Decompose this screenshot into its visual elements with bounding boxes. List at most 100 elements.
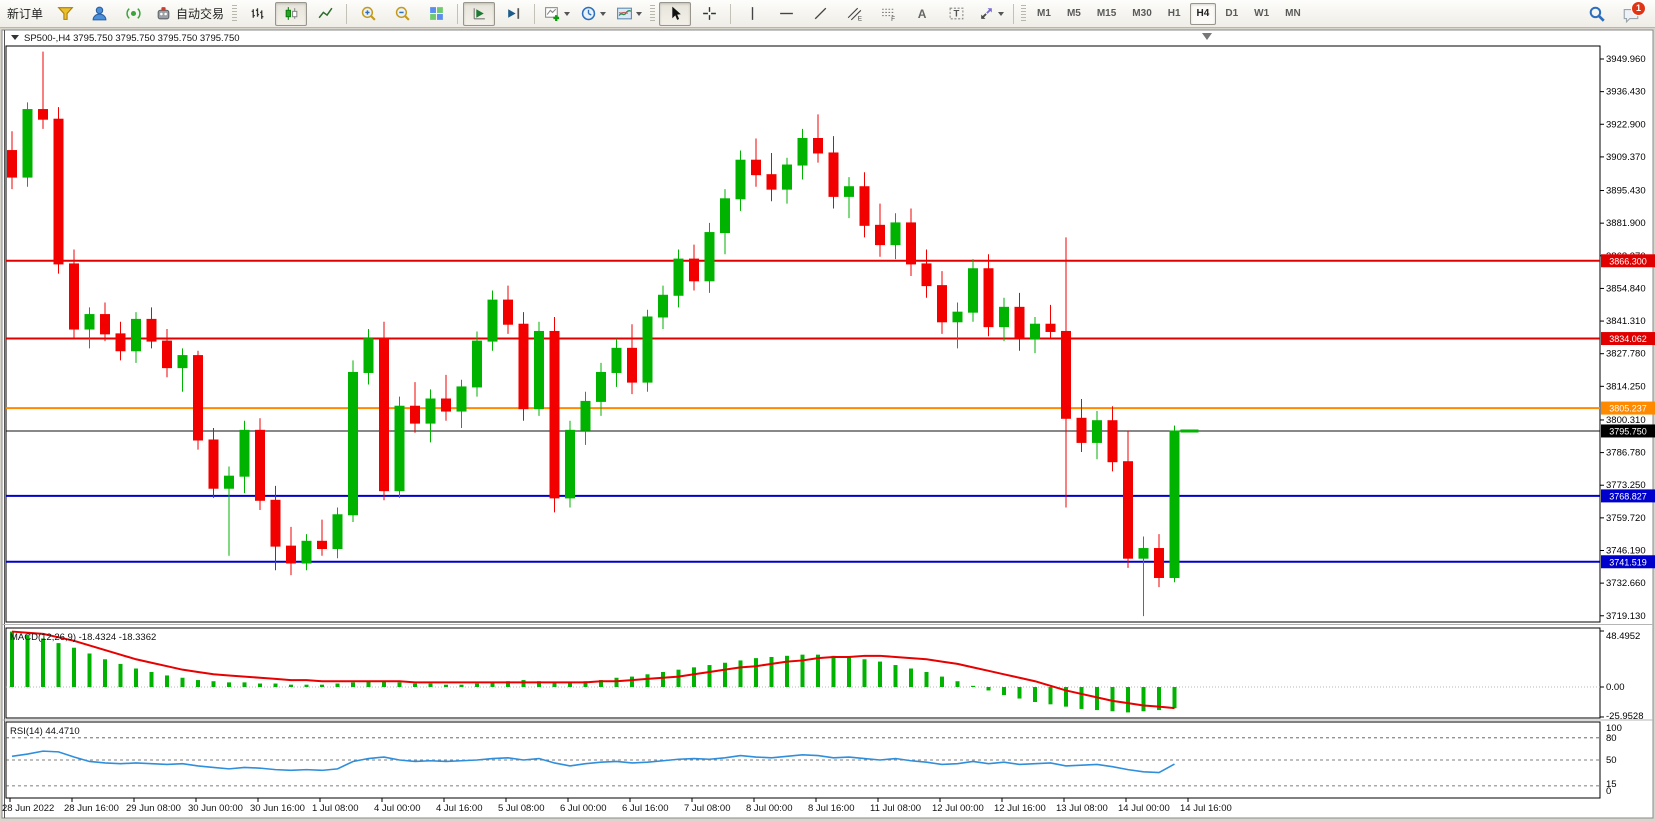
time-axis-label: 12 Jul 16:00 xyxy=(994,803,1046,814)
tab-timeframe-mn[interactable]: MN xyxy=(1285,8,1301,19)
candle-body xyxy=(69,263,79,330)
line-chart-button[interactable] xyxy=(309,2,341,26)
search-button[interactable] xyxy=(1581,2,1613,26)
macd-bar xyxy=(1033,687,1037,703)
candle-body xyxy=(456,386,467,412)
signals-button[interactable] xyxy=(117,2,149,26)
time-axis-label: 12 Jul 00:00 xyxy=(932,803,984,814)
tab-timeframe-h4[interactable]: H4 xyxy=(1189,2,1217,25)
time-axis-label: 30 Jun 00:00 xyxy=(188,803,243,814)
toolbar-separator xyxy=(1013,3,1015,24)
toolbar-grip[interactable] xyxy=(1021,4,1027,23)
macd-bar xyxy=(103,659,107,687)
toolbar-grip[interactable] xyxy=(650,4,656,23)
bid-price-badge-bg xyxy=(1601,424,1655,438)
auto-scroll-icon xyxy=(471,5,488,22)
price-axis-label: 3854.840 xyxy=(1606,283,1646,294)
tab-timeframe-h1[interactable]: H1 xyxy=(1167,8,1181,19)
cursor-button[interactable] xyxy=(659,1,692,26)
price-axis-label: 3719.130 xyxy=(1606,611,1646,622)
zoom-in-button[interactable] xyxy=(352,2,384,26)
toolbar-separator xyxy=(457,3,459,24)
rsi-axis-label: 15 xyxy=(1606,779,1617,790)
fibonacci-button[interactable]: F xyxy=(872,2,904,26)
candle-body xyxy=(921,263,932,287)
funnel-icon xyxy=(56,5,74,22)
chart-shift-marker[interactable] xyxy=(1202,33,1212,40)
indicators-button[interactable] xyxy=(540,2,574,26)
timeframe-group: M1 M5 M15 M30 H1 H4 D1 W1 MN xyxy=(1029,2,1309,25)
toolbar-separator xyxy=(534,3,536,24)
macd-bar xyxy=(552,682,557,687)
macd-bar xyxy=(940,676,944,687)
candle-body xyxy=(239,429,250,477)
periods-button[interactable] xyxy=(576,2,610,26)
new-order-button[interactable]: 新订单 xyxy=(3,2,47,26)
macd-bar xyxy=(738,660,743,687)
price-axis-label: 3759.720 xyxy=(1606,513,1646,524)
notifications-button[interactable]: 1 xyxy=(1615,0,1647,26)
arrows-icon xyxy=(978,5,995,22)
level-price-badge-text: 3805.237 xyxy=(1609,404,1647,414)
auto-trading-button[interactable]: 自动交易 xyxy=(151,2,228,26)
candle-body xyxy=(1123,461,1133,559)
time-axis-label: 13 Jul 08:00 xyxy=(1056,803,1108,814)
candle-body xyxy=(844,186,854,197)
rsi-axis-label: 0 xyxy=(1606,786,1611,797)
bars-chart-icon xyxy=(249,5,266,22)
chart-shift-button[interactable] xyxy=(497,2,529,26)
macd-bar xyxy=(971,685,975,687)
chevron-down-icon xyxy=(636,11,643,16)
arrows-button[interactable] xyxy=(974,2,1008,26)
zoom-out-icon xyxy=(394,5,411,22)
macd-bar xyxy=(568,682,572,687)
auto-scroll-button[interactable] xyxy=(463,1,496,26)
crosshair-button[interactable] xyxy=(693,2,725,26)
tab-timeframe-m15[interactable]: M15 xyxy=(1096,8,1117,19)
macd-bar xyxy=(847,656,851,687)
bid-price-badge[interactable] xyxy=(1601,424,1655,438)
level-price-badge[interactable] xyxy=(1601,555,1655,569)
time-axis-label: 7 Jul 08:00 xyxy=(684,803,730,814)
symbol-dropdown-icon[interactable] xyxy=(11,35,19,40)
candle-body xyxy=(38,109,48,120)
tab-timeframe-m1[interactable]: M1 xyxy=(1037,8,1051,19)
mql5-user-button[interactable] xyxy=(83,2,115,26)
level-price-badge[interactable] xyxy=(1601,332,1655,346)
tab-timeframe-m30[interactable]: M30 xyxy=(1132,8,1152,19)
bars-chart-button[interactable] xyxy=(241,2,273,26)
tile-windows-button[interactable] xyxy=(420,2,452,26)
text-button[interactable]: A xyxy=(906,2,938,26)
channel-button[interactable]: E xyxy=(838,2,870,26)
trendline-button[interactable] xyxy=(804,2,836,26)
price-axis[interactable] xyxy=(1600,58,1604,617)
vertical-line-button[interactable] xyxy=(736,2,768,26)
macd-bar xyxy=(785,655,789,687)
candle-body xyxy=(782,164,792,190)
templates-button[interactable] xyxy=(612,2,646,26)
macd-bar xyxy=(1157,687,1161,711)
macd-bar xyxy=(521,680,526,687)
candle-body xyxy=(813,137,823,154)
time-axis[interactable] xyxy=(9,798,1189,802)
macd-bar xyxy=(25,635,30,687)
tab-timeframe-m5[interactable]: M5 xyxy=(1066,8,1081,19)
candle-body xyxy=(968,268,978,313)
candle-body xyxy=(952,311,963,323)
tab-timeframe-d1[interactable]: D1 xyxy=(1225,8,1239,19)
level-price-badge-text: 3741.519 xyxy=(1609,557,1647,567)
price-axis-label: 3746.190 xyxy=(1606,545,1646,556)
candle-body xyxy=(348,371,358,516)
candles-chart-button[interactable] xyxy=(275,1,308,26)
level-price-badge[interactable] xyxy=(1601,254,1655,268)
level-price-badge[interactable] xyxy=(1601,489,1655,503)
macd-bar xyxy=(397,682,402,687)
tab-timeframe-w1[interactable]: W1 xyxy=(1254,8,1270,19)
zoom-out-button[interactable] xyxy=(386,2,418,26)
funnel-button[interactable] xyxy=(49,2,81,26)
horizontal-line-button[interactable] xyxy=(770,2,802,26)
level-price-badge[interactable] xyxy=(1601,401,1655,415)
label-button[interactable]: T xyxy=(940,2,972,26)
toolbar-grip[interactable] xyxy=(232,4,238,23)
macd-bar xyxy=(1141,687,1146,712)
